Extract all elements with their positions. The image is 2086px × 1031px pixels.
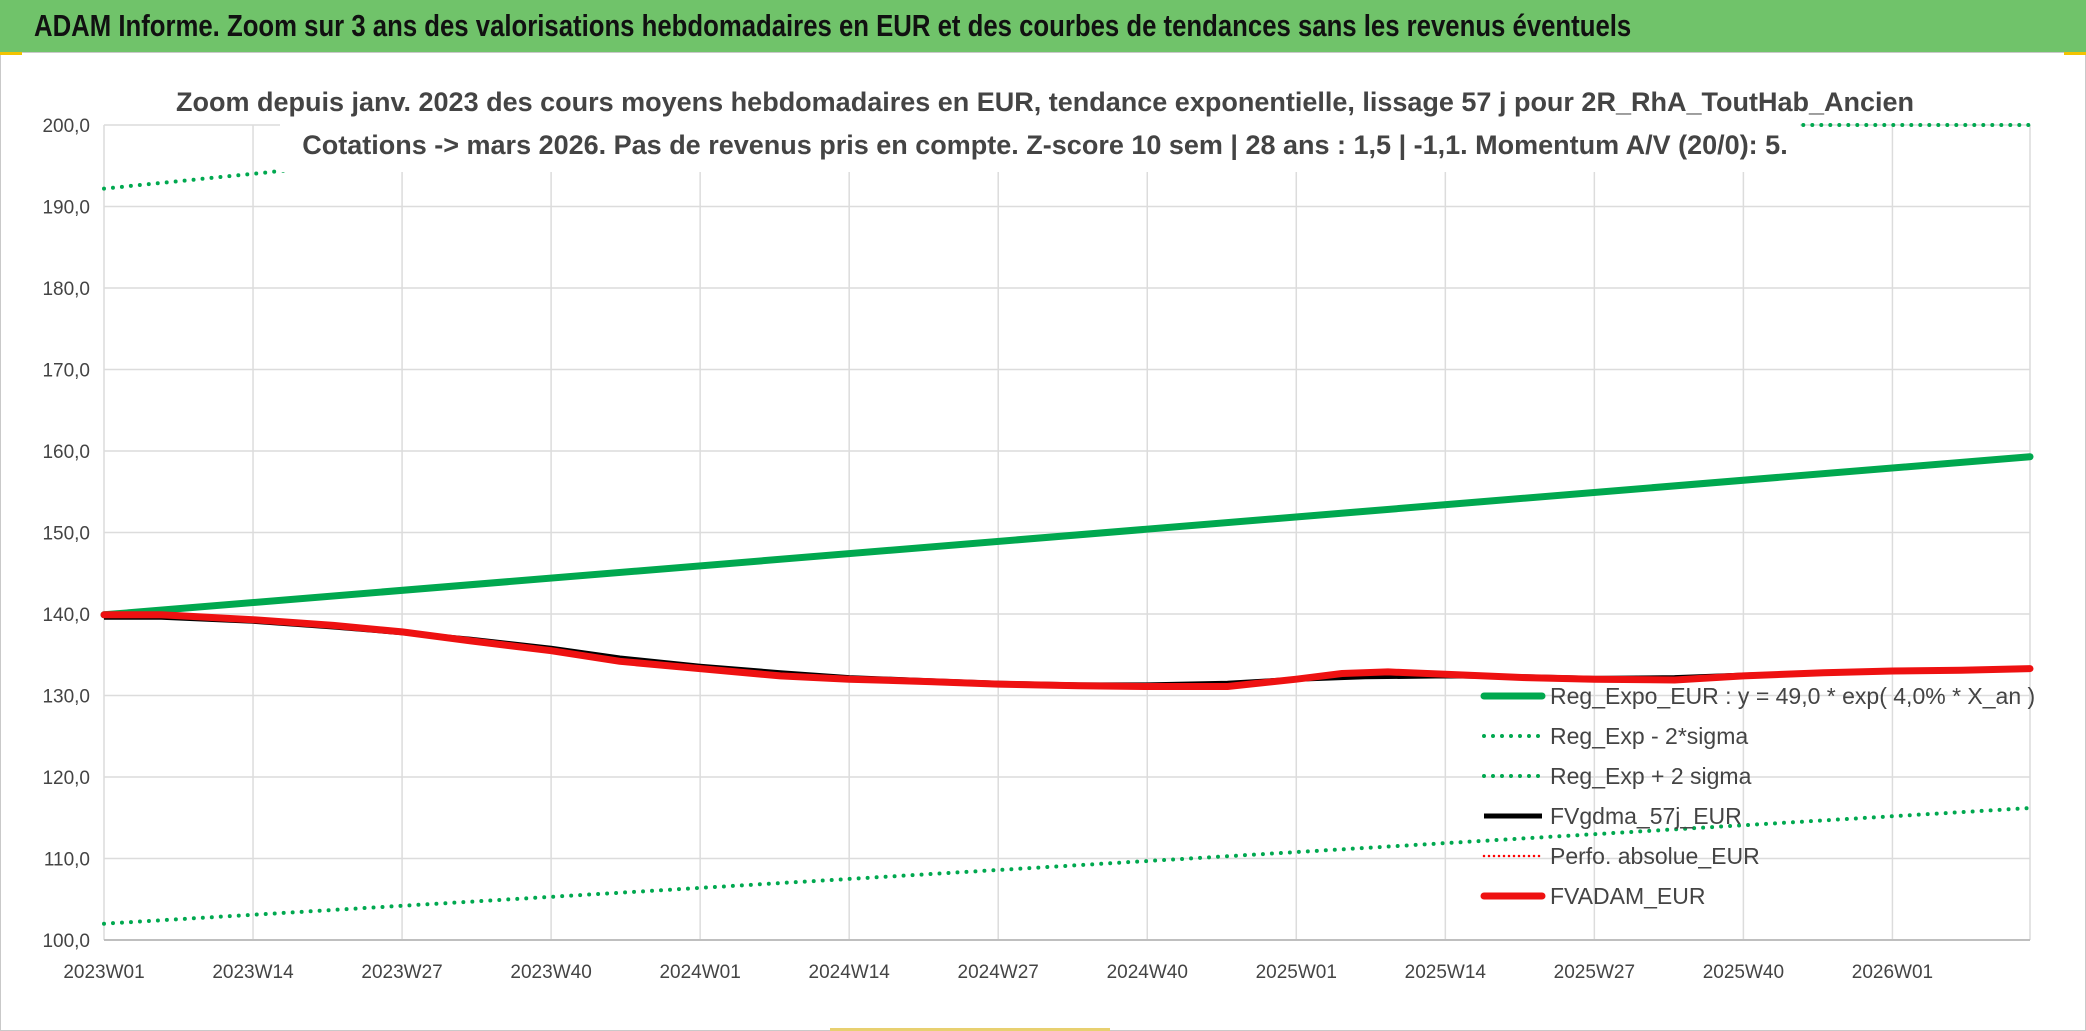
y-tick-label: 120,0 bbox=[42, 768, 90, 789]
y-tick-label: 160,0 bbox=[42, 442, 90, 463]
x-tick-label: 2023W14 bbox=[212, 962, 294, 983]
fvadam-line bbox=[100, 611, 2034, 690]
frame-accent-right bbox=[2064, 52, 2086, 55]
x-tick-label: 2024W01 bbox=[659, 962, 740, 983]
x-tick-label: 2023W40 bbox=[510, 962, 591, 983]
legend-label: Reg_Exp - 2*sigma bbox=[1550, 723, 1748, 749]
legend-label: Reg_Expo_EUR : y = 49,0 * exp( 4,0% * X_… bbox=[1550, 683, 2035, 709]
y-tick-label: 130,0 bbox=[42, 687, 90, 708]
chart-title-line-1: Zoom depuis janv. 2023 des cours moyens … bbox=[176, 87, 1914, 117]
x-tick-label: 2026W01 bbox=[1852, 962, 1933, 983]
x-tick-label: 2024W14 bbox=[809, 962, 891, 983]
trend-line bbox=[100, 453, 2034, 619]
legend-item-fvadam: FVADAM_EUR bbox=[1480, 883, 1706, 909]
report-banner: ADAM Informe. Zoom sur 3 ans des valoris… bbox=[0, 0, 2086, 52]
y-tick-label: 110,0 bbox=[44, 850, 90, 871]
legend-item-trend: Reg_Expo_EUR : y = 49,0 * exp( 4,0% * X_… bbox=[1480, 683, 2035, 709]
x-tick-label: 2025W40 bbox=[1703, 962, 1784, 983]
x-tick-label: 2025W01 bbox=[1256, 962, 1337, 983]
y-tick-label: 200,0 bbox=[42, 116, 90, 137]
legend-item-perfo: Perfo. absolue_EUR bbox=[1482, 843, 1760, 869]
legend-label: Reg_Exp + 2 sigma bbox=[1550, 763, 1752, 789]
legend-item-upper-sigma: Reg_Exp + 2 sigma bbox=[1482, 763, 1752, 789]
legend-item-lower-sigma: Reg_Exp - 2*sigma bbox=[1482, 723, 1748, 749]
y-tick-label: 140,0 bbox=[42, 605, 90, 626]
legend: Reg_Expo_EUR : y = 49,0 * exp( 4,0% * X_… bbox=[1480, 683, 2035, 909]
report-title: ADAM Informe. Zoom sur 3 ans des valoris… bbox=[34, 8, 1632, 43]
y-tick-label: 170,0 bbox=[42, 361, 90, 382]
x-tick-label: 2025W14 bbox=[1405, 962, 1487, 983]
series-layer bbox=[100, 123, 2034, 926]
legend-label: Perfo. absolue_EUR bbox=[1550, 843, 1760, 869]
x-tick-label: 2025W27 bbox=[1554, 962, 1635, 983]
legend-label: FVADAM_EUR bbox=[1550, 883, 1706, 909]
lower-sigma-line bbox=[102, 806, 2032, 926]
chart-title: Zoom depuis janv. 2023 des cours moyens … bbox=[176, 80, 1914, 172]
legend-item-fvgdma: FVgdma_57j_EUR bbox=[1484, 803, 1742, 829]
x-tick-label: 2024W40 bbox=[1107, 962, 1188, 983]
y-tick-label: 190,0 bbox=[42, 198, 90, 219]
y-tick-label: 180,0 bbox=[42, 279, 90, 300]
x-tick-label: 2024W27 bbox=[958, 962, 1039, 983]
axis-layer: 100,0 110,0 120,0 130,0 140,0 150,0 160,0 170,0… bbox=[42, 116, 2030, 983]
title-background bbox=[280, 80, 1800, 172]
frame-accent-left bbox=[0, 52, 22, 55]
x-tick-label: 2023W27 bbox=[361, 962, 442, 983]
y-tick-label: 150,0 bbox=[42, 524, 90, 545]
frame-accent-bottom bbox=[830, 1028, 1110, 1031]
legend-label: FVgdma_57j_EUR bbox=[1550, 803, 1742, 829]
y-tick-label: 100,0 bbox=[42, 931, 90, 952]
x-tick-label: 2023W01 bbox=[63, 962, 144, 983]
chart-title-line-2: Cotations -> mars 2026. Pas de revenus p… bbox=[302, 130, 1787, 160]
